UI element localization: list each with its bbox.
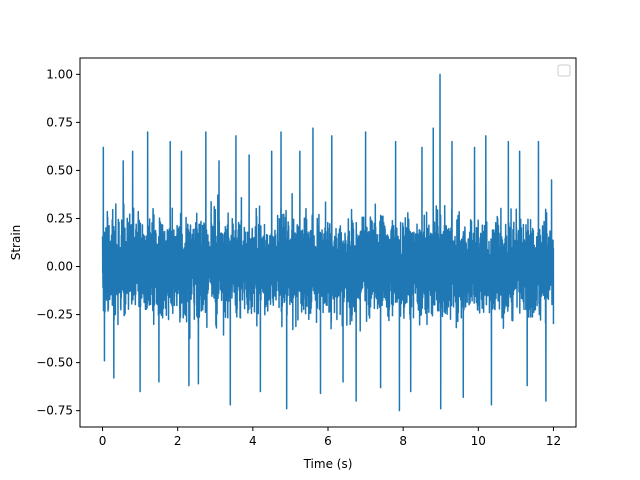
plot-area (101, 73, 555, 412)
y-axis: −0.75 −0.50 −0.25 0.00 0.25 0.50 0.75 1.00 (36, 67, 80, 418)
y-tick-label: −0.50 (36, 356, 73, 370)
y-tick-label: 0.00 (46, 260, 73, 274)
x-tick-label: 6 (324, 434, 332, 448)
y-tick-label: 1.00 (46, 67, 73, 81)
y-tick-label: −0.25 (36, 308, 73, 322)
strain-series-line (101, 73, 555, 412)
y-tick-label: 0.25 (46, 211, 73, 225)
y-tick-label: −0.75 (36, 404, 73, 418)
x-axis: 0 2 4 6 8 10 12 (99, 427, 561, 448)
x-tick-label: 10 (471, 434, 486, 448)
x-axis-label: Time (s) (303, 457, 353, 471)
x-tick-label: 0 (99, 434, 107, 448)
x-tick-label: 12 (546, 434, 561, 448)
x-tick-label: 4 (249, 434, 257, 448)
legend-box (557, 64, 571, 77)
y-tick-label: 0.75 (46, 115, 73, 129)
x-tick-label: 2 (174, 434, 182, 448)
series-layer (101, 73, 555, 412)
y-axis-label: Strain (9, 225, 23, 261)
y-tick-label: 0.50 (46, 163, 73, 177)
x-tick-label: 8 (399, 434, 407, 448)
